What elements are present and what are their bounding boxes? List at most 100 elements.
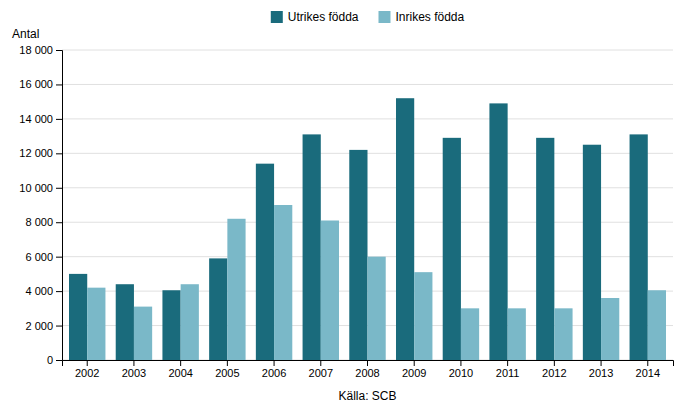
tick-mark	[274, 360, 275, 366]
tick-mark	[133, 360, 134, 366]
tick-label: 2009	[402, 367, 426, 379]
legend: Utrikes födda Inrikes födda	[271, 10, 465, 24]
bar	[303, 134, 321, 360]
bar	[181, 284, 199, 360]
tick-mark	[180, 360, 181, 366]
bar-series	[87, 205, 666, 360]
x-tick: 2010	[449, 360, 473, 379]
bar	[508, 308, 526, 360]
x-tick: 2011	[496, 360, 520, 379]
bar-series	[69, 98, 648, 360]
tick-label: 18 000	[19, 44, 53, 56]
bar	[349, 150, 367, 360]
bar	[116, 284, 134, 360]
bar	[368, 257, 386, 360]
tick-mark	[56, 50, 62, 51]
tick-mark	[414, 360, 415, 366]
tick-label: 2003	[122, 367, 146, 379]
x-tick: 2004	[168, 360, 192, 379]
tick-label: 4 000	[25, 285, 53, 297]
grid	[62, 50, 673, 360]
y-tick: 6 000	[25, 251, 62, 263]
bars	[69, 98, 666, 360]
bar	[536, 138, 554, 360]
legend-item: Utrikes födda	[271, 10, 359, 24]
x-tick: 2009	[402, 360, 426, 379]
x-axis: 2002 2003 2004 2005 2006 2007 2008 2009 2010 2011…	[63, 360, 674, 379]
bar	[162, 290, 180, 360]
y-tick: 16 000	[19, 78, 62, 90]
tick-label: 2014	[636, 367, 660, 379]
bar	[256, 164, 274, 360]
tick-label: 2005	[215, 367, 239, 379]
grid-line	[62, 84, 673, 85]
tick-label: 12 000	[19, 147, 53, 159]
tick-mark	[554, 360, 555, 366]
bar	[87, 288, 105, 360]
tick-label: 14 000	[19, 113, 53, 125]
tick-mark	[56, 84, 62, 85]
grid-line	[62, 50, 673, 51]
axis-line	[63, 361, 674, 367]
y-label: Antal	[12, 27, 39, 41]
x-label: Källa: SCB	[338, 389, 396, 403]
tick-label: 2011	[496, 367, 520, 379]
tick-label: 2004	[168, 367, 192, 379]
tick-label: 10 000	[19, 182, 53, 194]
y-tick: 8 000	[25, 216, 62, 228]
y-tick: 12 000	[19, 147, 62, 159]
tick-mark	[56, 222, 62, 223]
bar	[274, 205, 292, 360]
x-tick: 2002	[75, 360, 99, 379]
tick-label: 2007	[309, 367, 333, 379]
tick-label: 16 000	[19, 78, 53, 90]
tick-mark	[320, 360, 321, 366]
x-tick: 2012	[542, 360, 566, 379]
tick-label: 2012	[542, 367, 566, 379]
bar	[69, 274, 87, 360]
y-tick: 14 000	[19, 113, 62, 125]
axis-line	[56, 51, 63, 361]
x-tick: 2005	[215, 360, 239, 379]
bar	[489, 103, 507, 360]
legend-label: Inrikes födda	[395, 10, 464, 24]
bar	[414, 272, 432, 360]
x-tick: 2007	[309, 360, 333, 379]
y-tick: 4 000	[25, 285, 62, 297]
x-tick: 2006	[262, 360, 286, 379]
bar	[601, 298, 619, 360]
bar	[443, 138, 461, 360]
tick-label: 8 000	[25, 216, 53, 228]
bar	[583, 145, 601, 360]
tick-label: 0	[47, 354, 53, 366]
y-tick: 18 000	[19, 44, 62, 56]
tick-label: 2 000	[25, 320, 53, 332]
legend-label: Utrikes födda	[288, 10, 359, 24]
y-axis: 0 2 000 4 000 6 000 8 000 10 000 12 000 14 000 1…	[19, 44, 62, 366]
tick-label: 6 000	[25, 251, 53, 263]
y-tick: 10 000	[19, 182, 62, 194]
tick-label: 2006	[262, 367, 286, 379]
bar	[134, 307, 152, 360]
tick-mark	[87, 360, 88, 366]
bar	[554, 308, 572, 360]
x-tick: 2014	[636, 360, 660, 379]
bar	[630, 134, 648, 360]
bar	[321, 221, 339, 361]
bar	[461, 308, 479, 360]
tick-mark	[367, 360, 368, 366]
bar	[396, 98, 414, 360]
tick-label: 2010	[449, 367, 473, 379]
tick-mark	[647, 360, 648, 366]
y-tick: 2 000	[25, 320, 62, 332]
tick-mark	[56, 257, 62, 258]
grid-line	[62, 118, 673, 119]
tick-label: 2008	[355, 367, 379, 379]
tick-mark	[56, 153, 62, 154]
tick-mark	[56, 360, 62, 361]
tick-mark	[227, 360, 228, 366]
tick-mark	[601, 360, 602, 366]
y-tick: 0	[47, 354, 62, 366]
bar	[227, 219, 245, 360]
legend-swatch	[271, 11, 283, 23]
